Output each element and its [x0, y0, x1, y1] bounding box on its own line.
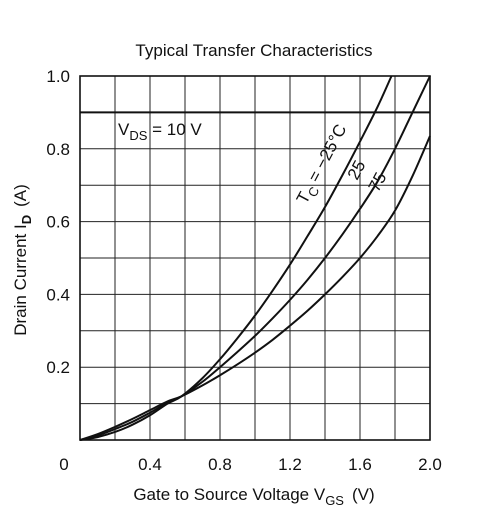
x-axis-label-sub: GS: [325, 493, 344, 508]
y-tick-label: 0.4: [46, 285, 70, 304]
x-tick-label: 0: [59, 455, 68, 474]
annotation-vds-sub: DS: [129, 128, 147, 143]
y-axis-label-sub: D: [19, 215, 34, 224]
annotation-vds-rest: = 10 V: [147, 120, 202, 139]
y-tick-label: 1.0: [46, 67, 70, 86]
x-axis-label: Gate to Source Voltage VGS (V): [133, 485, 374, 508]
y-tick-label: 0.6: [46, 213, 70, 232]
series-label-25: 25: [344, 157, 370, 183]
plot-frame: [79, 75, 431, 441]
y-tick-label: 0.2: [46, 358, 70, 377]
y-axis-label-unit: (A): [11, 184, 30, 207]
x-tick-label: 0.4: [138, 455, 162, 474]
annotation-vds: VDS = 10 V: [118, 120, 202, 143]
plot-area-border: [79, 75, 431, 441]
y-axis-label: Drain Current ID (A): [11, 184, 34, 336]
series-line-25: [79, 75, 431, 441]
series-label-75: 75: [365, 169, 391, 195]
y-tick-label: 0.8: [46, 140, 70, 159]
series-line-75: [79, 135, 431, 441]
tick-labels: 0 0.4 0.8 1.2 1.6 2.0 0.2 0.4 0.6 0.8 1.0: [46, 67, 441, 474]
x-tick-label: 0.8: [208, 455, 232, 474]
x-axis-label-unit: (V): [352, 485, 375, 504]
annotation-vds-main: V: [118, 120, 130, 139]
series-curves: [79, 75, 431, 441]
series-label-neg25: TC = −25°C: [293, 121, 354, 209]
y-axis-label-main: Drain Current I: [11, 224, 30, 335]
series-label-neg25-rest: = −25°C: [302, 121, 350, 189]
x-tick-label: 1.2: [278, 455, 302, 474]
x-tick-label: 1.6: [348, 455, 372, 474]
x-axis-label-main: Gate to Source Voltage V: [133, 485, 326, 504]
chart-title: Typical Transfer Characteristics: [135, 41, 372, 60]
series-line-neg25: [79, 75, 393, 441]
x-tick-label: 2.0: [418, 455, 442, 474]
